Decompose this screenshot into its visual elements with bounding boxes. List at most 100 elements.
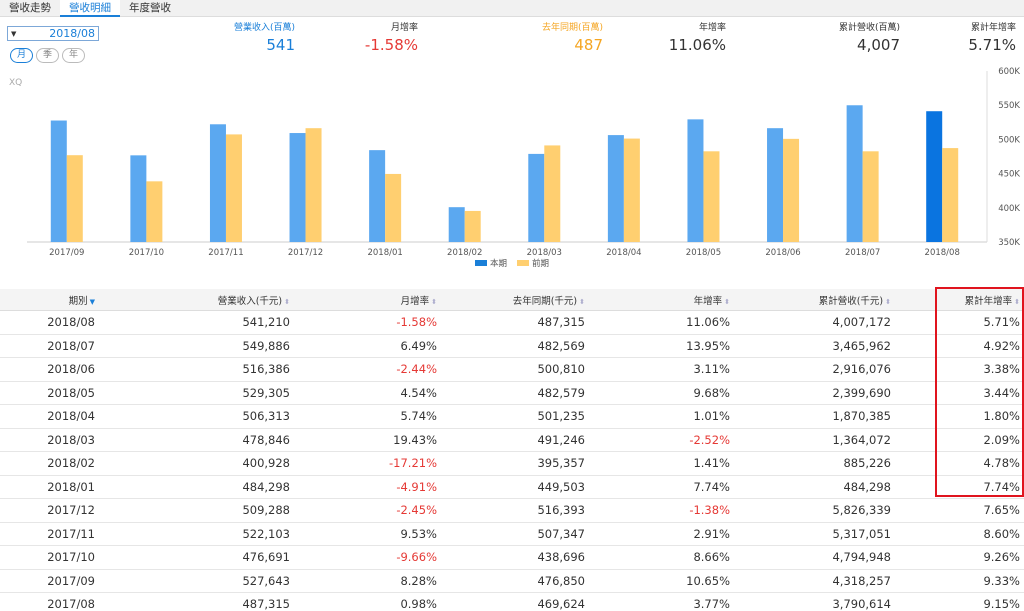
table-cell: 522,103 [242, 526, 290, 541]
table-cell: 516,393 [537, 503, 585, 518]
metric-label: 累計年增率 [970, 23, 1016, 33]
table-row: 2018/08 541,210 -1.58% 487,315 11.06% 4,007,1… [0, 311, 1024, 335]
bar-current-2018-03[interactable] [528, 153, 545, 242]
table-cell: 500,810 [537, 362, 585, 377]
bar-prior-2018-02[interactable] [464, 210, 481, 242]
metric-value: 4,007 [857, 36, 900, 54]
table-cell: 527,643 [242, 573, 290, 588]
metric-value: 5.71% [968, 36, 1016, 54]
table-cell: -2.45% [396, 503, 437, 518]
table-row: 2017/12 509,288 -2.45% 516,393 -1.38% 5,826,3… [0, 499, 1024, 523]
period-year-button[interactable]: 年 [62, 48, 85, 63]
bar-current-2017-10[interactable] [130, 155, 147, 242]
x-tick-label: 2017/12 [288, 248, 323, 258]
bar-current-2017-09[interactable] [50, 120, 67, 242]
bar-prior-2018-08[interactable] [942, 148, 959, 242]
metric-label: 營業收入(百萬) [233, 23, 295, 33]
table-cell: 4,794,948 [832, 550, 891, 565]
legend-swatch [517, 260, 529, 266]
table-cell: 7.74% [983, 479, 1020, 494]
tab-revenue-detail[interactable]: 營收明細 [60, 0, 120, 17]
y-tick-label: 500K [998, 135, 1020, 145]
bar-prior-2017-10[interactable] [146, 181, 163, 242]
sort-icon: ⬍ [579, 297, 585, 306]
sort-icon: ⬍ [885, 297, 891, 306]
x-tick-label: 2018/07 [845, 248, 880, 258]
table-cell: 9.53% [400, 526, 437, 541]
bar-prior-2017-12[interactable] [305, 128, 322, 242]
header-yoy[interactable]: 年增率 ⬍ [585, 293, 730, 307]
bar-prior-2017-11[interactable] [225, 134, 242, 242]
bar-prior-2018-05[interactable] [703, 151, 720, 242]
header-period[interactable]: 期別 ▼ [0, 293, 95, 307]
table-cell: 10.65% [686, 573, 730, 588]
table-row: 2017/10 476,691 -9.66% 438,696 8.66% 4,794,94… [0, 546, 1024, 570]
bar-current-2018-06[interactable] [767, 128, 784, 242]
date-select[interactable]: ▼ 2018/08 [7, 26, 99, 41]
bar-prior-2017-09[interactable] [66, 155, 83, 242]
metric-revenue: 營業收入(百萬) 541 [215, 20, 295, 54]
table-cell: 2017/09 [47, 573, 95, 588]
header-mom[interactable]: 月增率 ⬍ [290, 293, 437, 307]
header-cumulative[interactable]: 累計營收(千元) ⬍ [730, 293, 891, 307]
table-cell: 449,503 [537, 479, 585, 494]
legend-swatch [475, 260, 487, 266]
period-month-button[interactable]: 月 [10, 48, 33, 63]
header-last-year[interactable]: 去年同期(千元) ⬍ [437, 293, 585, 307]
table-cell: 3.38% [983, 362, 1020, 377]
bar-prior-2018-04[interactable] [623, 138, 640, 242]
table-cell: 5.71% [983, 315, 1020, 330]
table-cell: 0.98% [400, 597, 437, 611]
table-cell: 8.60% [983, 526, 1020, 541]
x-tick-label: 2017/10 [129, 248, 164, 258]
bar-prior-2018-01[interactable] [385, 173, 402, 242]
tab-annual-revenue[interactable]: 年度營收 [129, 2, 171, 14]
table-row: 2017/09 527,643 8.28% 476,850 10.65% 4,318,25… [0, 570, 1024, 593]
tab-revenue-trend[interactable]: 營收走勢 [9, 2, 51, 14]
bar-prior-2018-06[interactable] [783, 138, 800, 242]
x-tick-label: 2018/05 [686, 248, 721, 258]
bar-current-2018-05[interactable] [687, 119, 704, 242]
bar-current-2018-04[interactable] [607, 135, 624, 242]
table-cell: 2.09% [983, 432, 1020, 447]
bar-current-2017-12[interactable] [289, 133, 306, 242]
bar-current-2018-01[interactable] [369, 150, 386, 242]
bar-current-2017-11[interactable] [209, 124, 226, 242]
metric-mom: 月增率 -1.58% [338, 20, 418, 54]
bar-prior-2018-03[interactable] [544, 145, 561, 242]
table-row: 2018/05 529,305 4.54% 482,579 9.68% 2,399,690… [0, 382, 1024, 405]
metric-cumulative: 累計營收(百萬) 4,007 [810, 20, 900, 54]
table-cell: 2018/05 [47, 385, 95, 400]
bar-current-2018-07[interactable] [846, 105, 863, 242]
header-cumulative-yoy[interactable]: 累計年增率 ⬍ [891, 293, 1020, 307]
x-tick-label: 2018/08 [925, 248, 960, 258]
y-tick-label: 350K [998, 238, 1020, 248]
bar-prior-2018-07[interactable] [862, 151, 879, 242]
x-tick-label: 2018/02 [447, 248, 482, 258]
table-cell: -2.52% [689, 432, 730, 447]
header-label: 月增率 [400, 295, 430, 307]
table-cell: 8.66% [693, 550, 730, 565]
sort-icon: ⬍ [724, 297, 730, 306]
sort-icon: ⬍ [431, 297, 437, 306]
bar-current-2018-08[interactable] [926, 111, 943, 242]
y-tick-label: 400K [998, 204, 1020, 214]
table-cell: 2,916,076 [832, 362, 891, 377]
table-cell: 9.68% [693, 385, 730, 400]
table-cell: 3,465,962 [832, 338, 891, 353]
table-cell: 478,846 [242, 432, 290, 447]
table-cell: 2018/06 [47, 362, 95, 377]
table-cell: 2017/11 [47, 526, 95, 541]
metric-value: -1.58% [364, 36, 418, 54]
revenue-table: 期別 ▼ 營業收入(千元) ⬍ 月增率 ⬍ 去年同期(千元) ⬍ 年增率 ⬍ 累計營收(千… [0, 289, 1024, 611]
table-cell: 491,246 [537, 432, 585, 447]
header-label: 累計營收(千元) [818, 295, 884, 307]
x-tick-label: 2018/04 [606, 248, 641, 258]
table-row: 2018/03 478,846 19.43% 491,246 -2.52% 1,364,0… [0, 429, 1024, 452]
header-revenue[interactable]: 營業收入(千元) ⬍ [95, 293, 290, 307]
bar-current-2018-02[interactable] [448, 207, 465, 242]
period-quarter-button[interactable]: 季 [36, 48, 59, 63]
table-cell: 2017/08 [47, 597, 95, 611]
metric-label: 累計營收(百萬) [838, 23, 900, 33]
sort-icon: ⬍ [1014, 297, 1020, 306]
